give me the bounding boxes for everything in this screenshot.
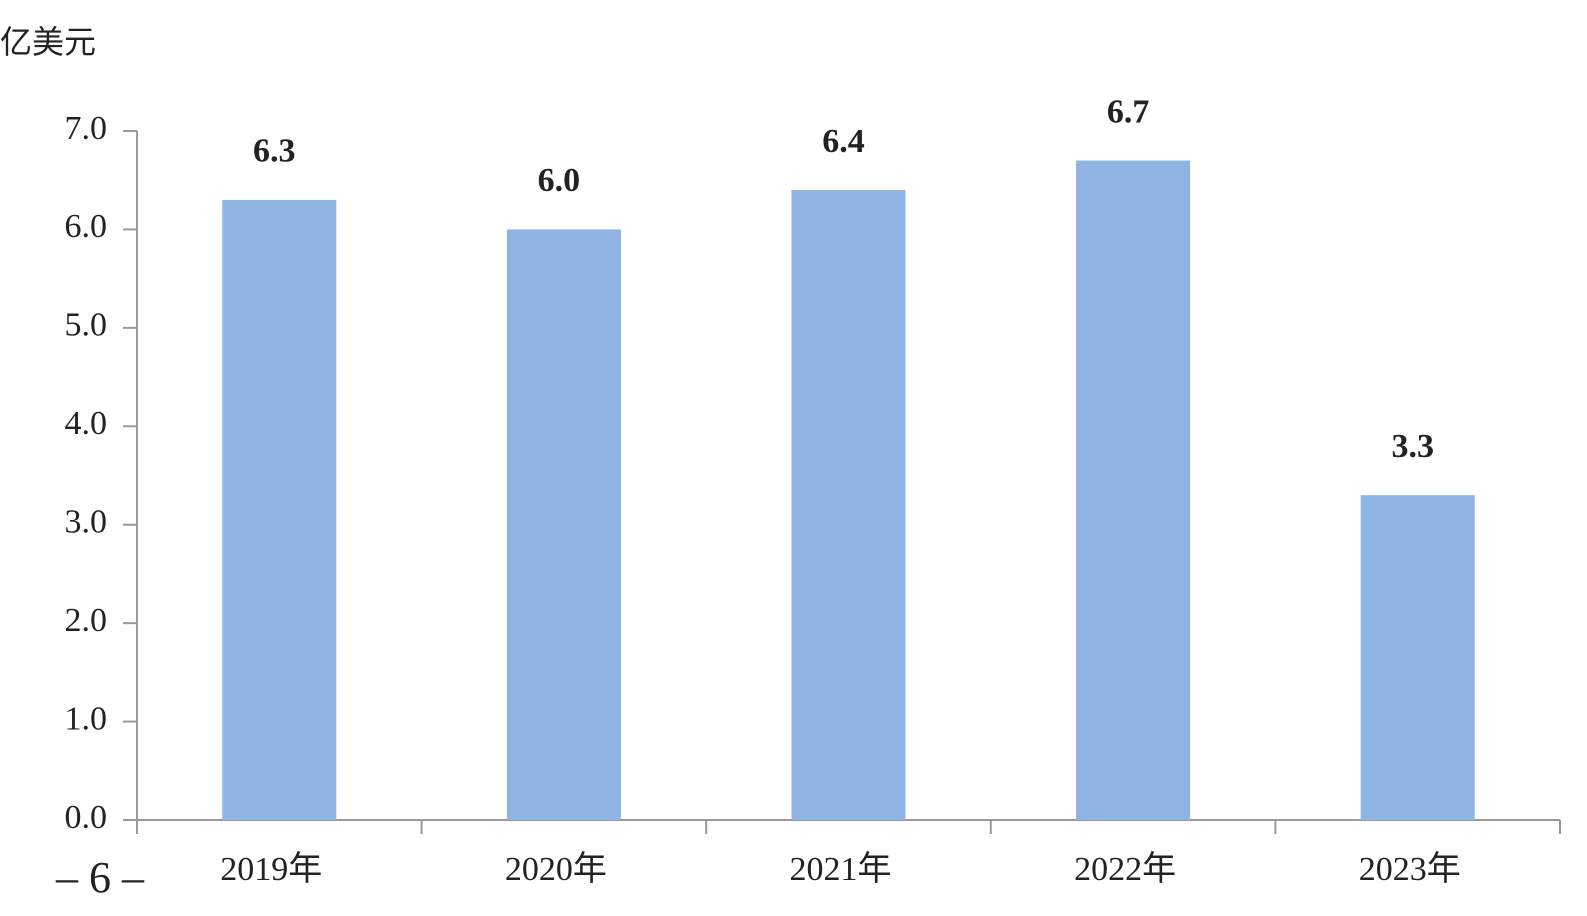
y-tick-label: 1.0 <box>65 700 108 737</box>
data-label: 6.0 <box>538 162 581 199</box>
data-label: 6.7 <box>1107 93 1150 130</box>
x-tick-label: 2021年 <box>790 850 892 888</box>
y-tick-label: 2.0 <box>65 602 108 639</box>
x-tick-label: 2019年 <box>220 850 322 888</box>
y-tick-label: 5.0 <box>65 307 108 344</box>
x-tick-label: 2020年 <box>505 850 607 888</box>
x-tick-label: 2022年 <box>1074 850 1176 888</box>
data-label: 6.4 <box>822 123 865 160</box>
y-tick-label: 4.0 <box>65 405 108 442</box>
y-axis-label: 亿美元 <box>0 23 96 61</box>
page-footer: – 6 – <box>55 853 145 902</box>
y-tick-label: 6.0 <box>65 208 108 245</box>
bar <box>1360 495 1475 820</box>
y-tick-label: 0.0 <box>65 799 108 836</box>
y-tick-label: 7.0 <box>65 110 108 147</box>
bar <box>791 190 906 821</box>
y-tick-label: 3.0 <box>65 504 108 541</box>
data-label: 6.3 <box>253 133 296 170</box>
bar <box>506 229 621 820</box>
bar <box>1076 160 1191 820</box>
x-tick-label: 2023年 <box>1359 850 1461 888</box>
bar <box>222 199 337 820</box>
data-label: 3.3 <box>1391 428 1434 465</box>
